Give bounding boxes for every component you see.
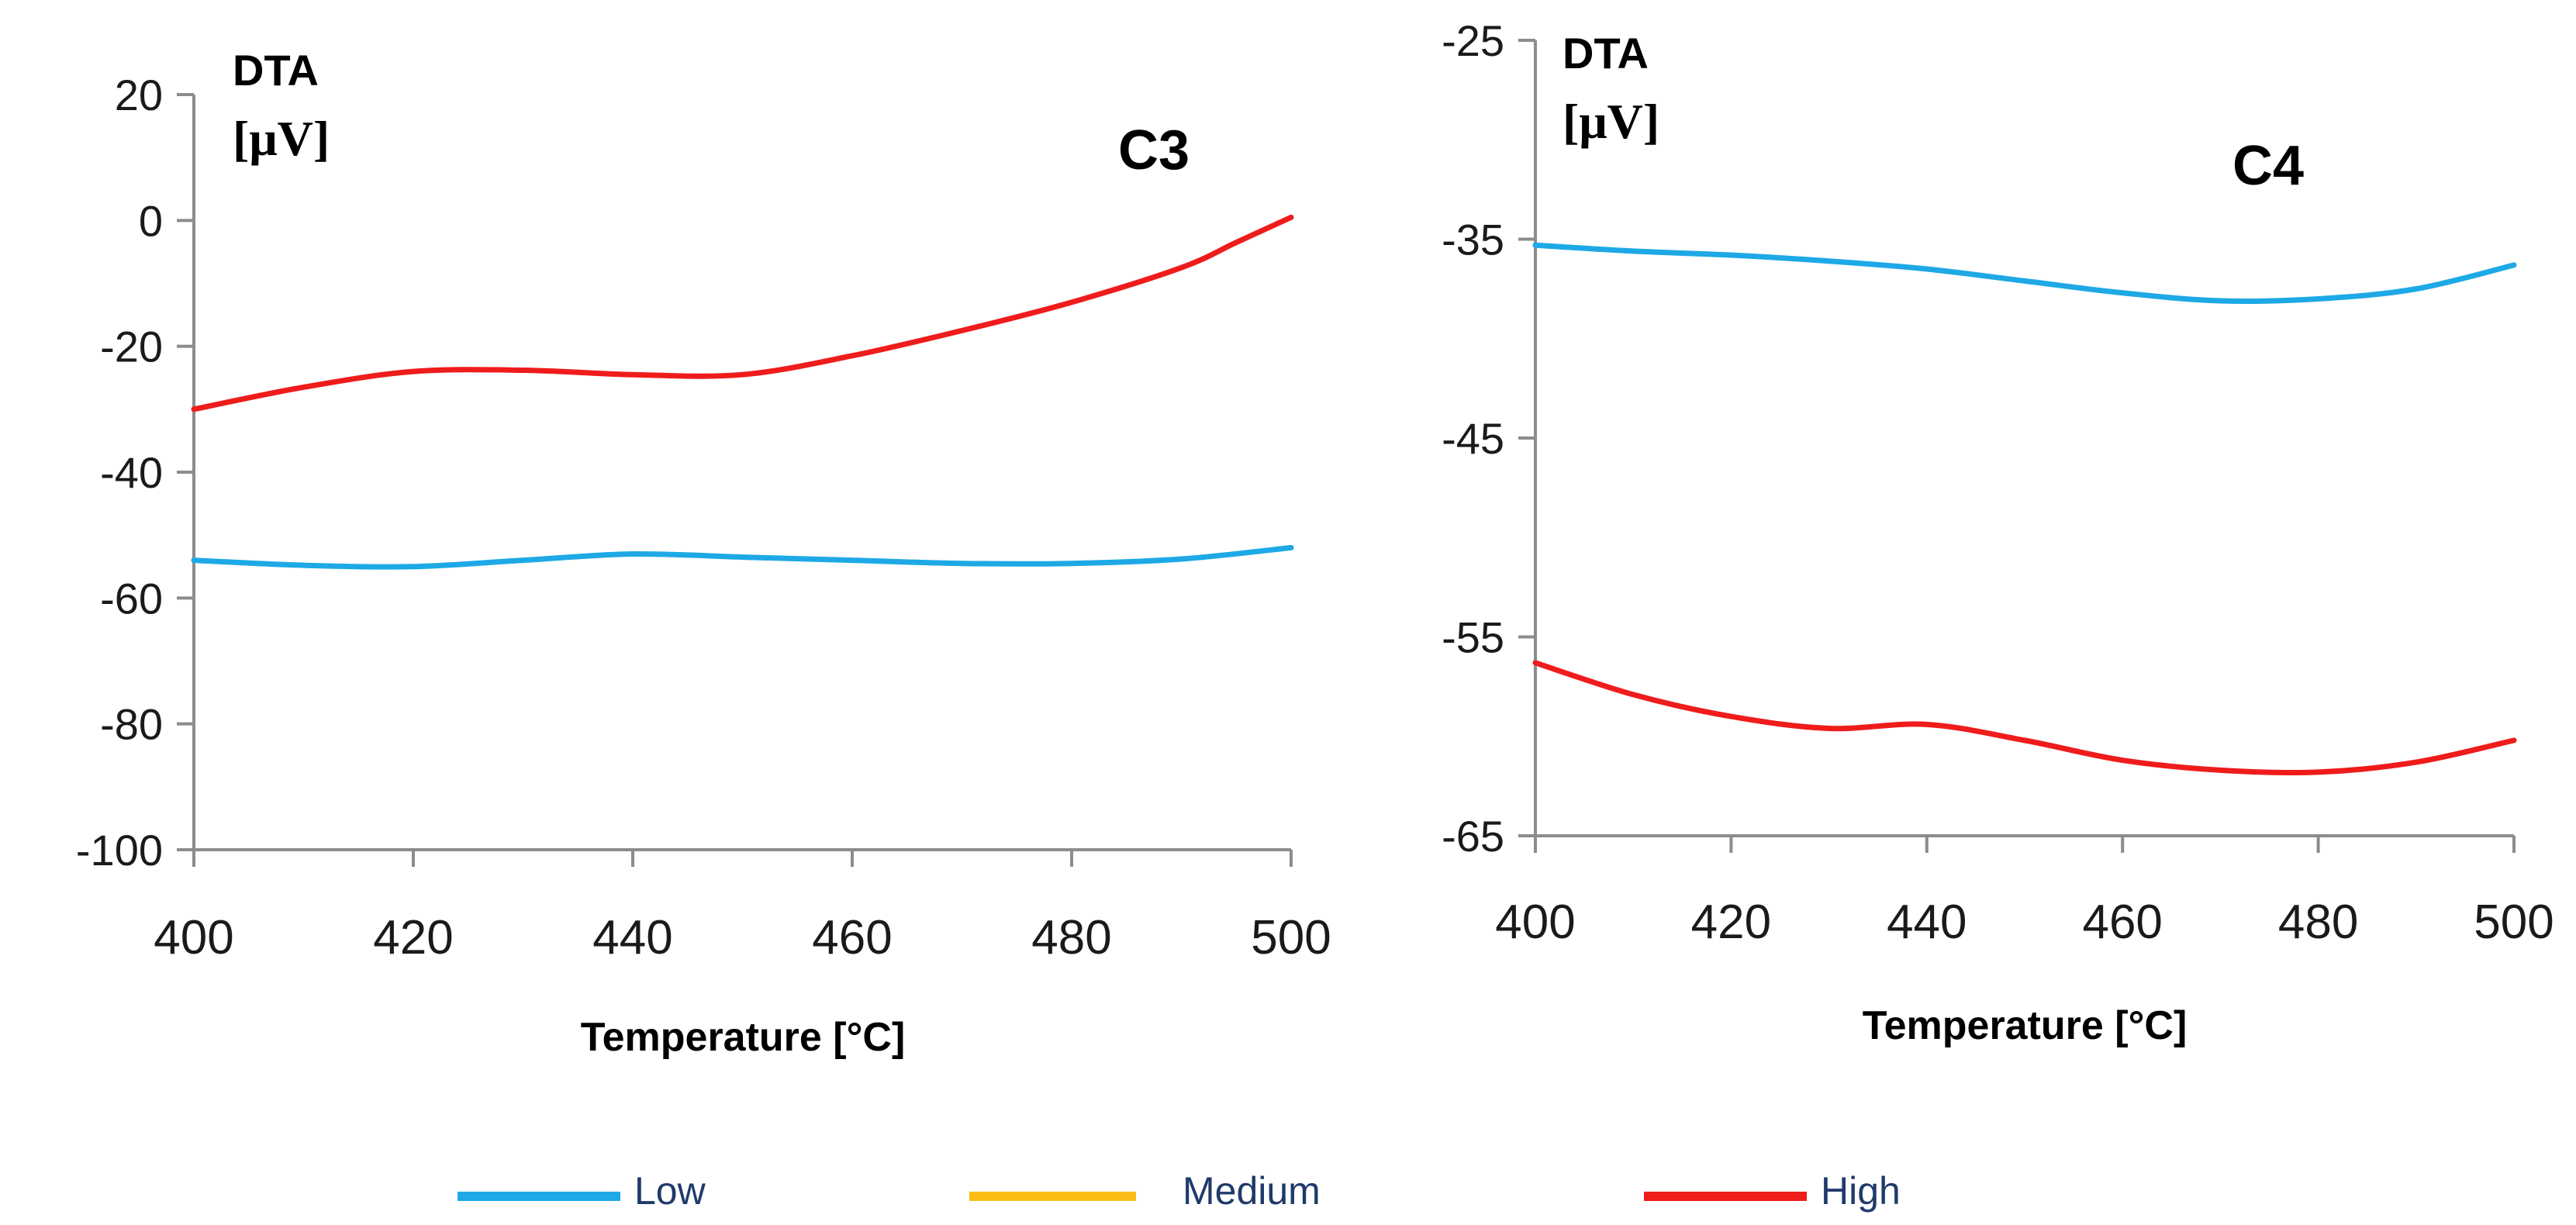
x-tick-label: 500: [1251, 911, 1331, 964]
y-tick-label: -60: [100, 574, 163, 623]
y-tick-label: -80: [100, 700, 163, 749]
x-tick-label: 480: [2278, 895, 2358, 949]
x-tick-label: 420: [373, 911, 453, 964]
y-axis-unit-label: [μV]: [1563, 94, 1659, 149]
x-tick-label: 400: [1495, 895, 1575, 949]
x-axis-label: Temperature [°C]: [1863, 1003, 2188, 1048]
x-tick-label: 460: [2082, 895, 2162, 949]
y-tick-label: -35: [1442, 216, 1504, 264]
series-line-low: [191, 544, 1294, 570]
chart-c3: 20 0 -20 -40 -60 -80 -100 400 420 440 460 480 500 DTA…: [76, 46, 1331, 1060]
x-tick-label: 460: [812, 911, 892, 964]
y-axis-unit-label: [μV]: [233, 111, 330, 166]
y-axis-label: DTA: [1563, 29, 1649, 78]
y-tick-label: -55: [1442, 613, 1504, 662]
y-tick-label: -20: [100, 323, 163, 371]
series-line-high: [191, 214, 1294, 412]
y-tick-label: 20: [115, 71, 163, 119]
x-axis-label: Temperature [°C]: [581, 1015, 906, 1060]
legend-label-low: Low: [634, 1169, 706, 1213]
legend: Low Medium High: [458, 1169, 1901, 1213]
y-tick-label: -45: [1442, 414, 1504, 463]
x-tick-label: 500: [2474, 895, 2554, 949]
chart-title: C4: [2232, 135, 2304, 197]
x-tick-label: 440: [592, 911, 672, 964]
y-tick-label: -65: [1442, 812, 1504, 861]
y-tick-label: 0: [139, 196, 163, 245]
chart-title: C3: [1118, 119, 1190, 181]
x-tick-label: 440: [1887, 895, 1967, 949]
y-tick-label: -25: [1442, 16, 1504, 65]
legend-label-medium: Medium: [1183, 1169, 1321, 1213]
legend-label-high: High: [1821, 1169, 1901, 1213]
chart-c4: -25 -35 -45 -55 -65 400 420 440 460 480 500 DTA [μV]…: [1442, 16, 2554, 1048]
x-tick-label: 480: [1031, 911, 1111, 964]
y-axis-label: DTA: [233, 46, 319, 95]
x-tick-label: 420: [1691, 895, 1771, 949]
series-line-low: [1532, 242, 2517, 305]
y-tick-label: -40: [100, 448, 163, 497]
series-line-high: [1532, 660, 2517, 776]
y-tick-label: -100: [76, 826, 163, 875]
x-tick-label: 400: [154, 911, 233, 964]
